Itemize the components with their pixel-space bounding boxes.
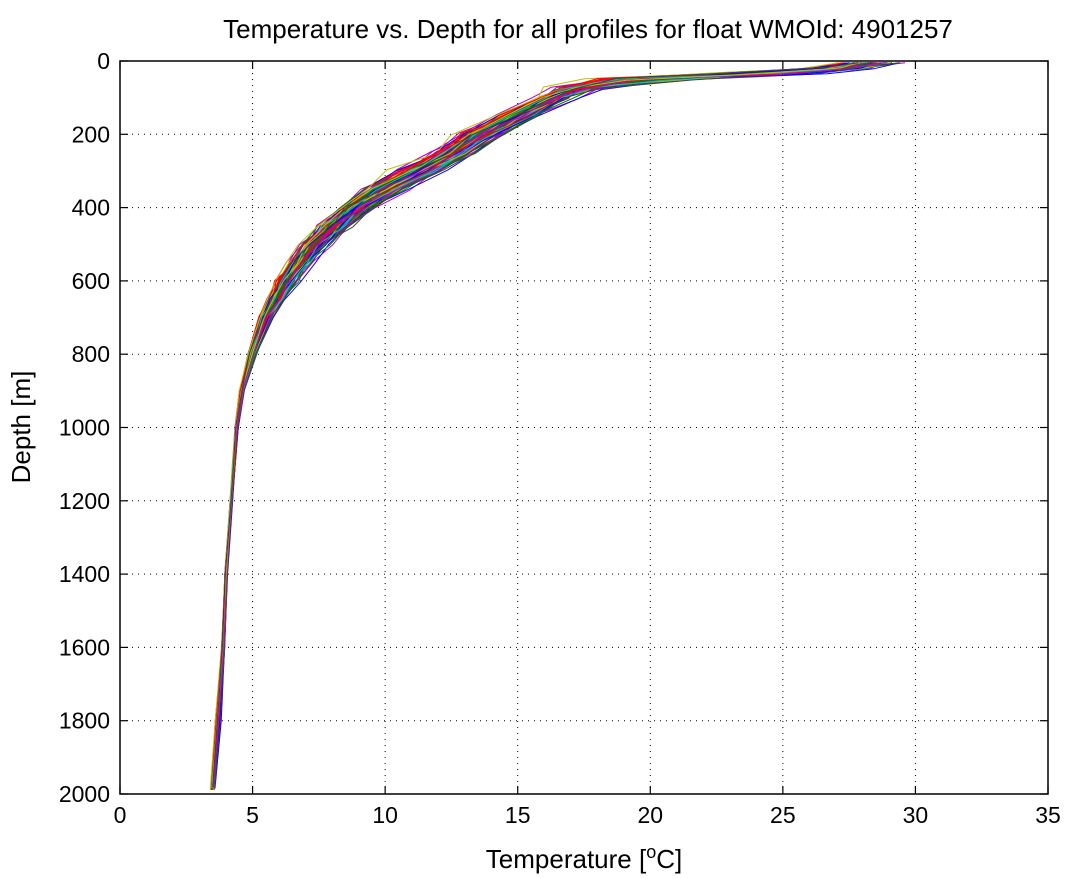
y-tick-label: 200 xyxy=(72,121,110,147)
plot-area xyxy=(209,62,906,790)
x-tick-label: 0 xyxy=(114,802,127,828)
y-tick-label: 1600 xyxy=(59,634,110,660)
x-tick-label: 15 xyxy=(505,802,531,828)
grid-lines xyxy=(120,61,1048,794)
y-tick-label: 1400 xyxy=(59,561,110,587)
temperature-profile-line xyxy=(209,62,839,790)
x-tick-label: 5 xyxy=(246,802,259,828)
y-tick-label: 0 xyxy=(97,48,110,74)
x-axis-label-superscript: o xyxy=(646,842,656,862)
temperature-profile-line xyxy=(212,62,859,788)
x-tick-label: 20 xyxy=(637,802,663,828)
y-tick-label: 1800 xyxy=(59,708,110,734)
x-tick-label: 30 xyxy=(903,802,929,828)
x-tick-label: 25 xyxy=(770,802,796,828)
y-tick-label: 1200 xyxy=(59,488,110,514)
y-tick-label: 400 xyxy=(72,195,110,221)
axis-ticks: 0 5 10 15 20 25 30 35 0 200 400 600 800 1000 1200 1400 1… xyxy=(59,48,1061,828)
x-tick-label: 35 xyxy=(1035,802,1061,828)
y-tick-label: 2000 xyxy=(59,781,110,807)
x-axis-label-main: Temperature [ xyxy=(486,844,647,874)
y-tick-label: 800 xyxy=(72,341,110,367)
x-axis-label-unit: C] xyxy=(656,844,682,874)
y-tick-label: 600 xyxy=(72,268,110,294)
y-tick-label: 1000 xyxy=(59,415,110,441)
y-axis-label: Depth [m] xyxy=(6,371,36,484)
x-axis-label: Temperature [oC] xyxy=(486,842,682,874)
x-tick-label: 10 xyxy=(372,802,398,828)
chart-title: Temperature vs. Depth for all profiles f… xyxy=(223,14,953,44)
